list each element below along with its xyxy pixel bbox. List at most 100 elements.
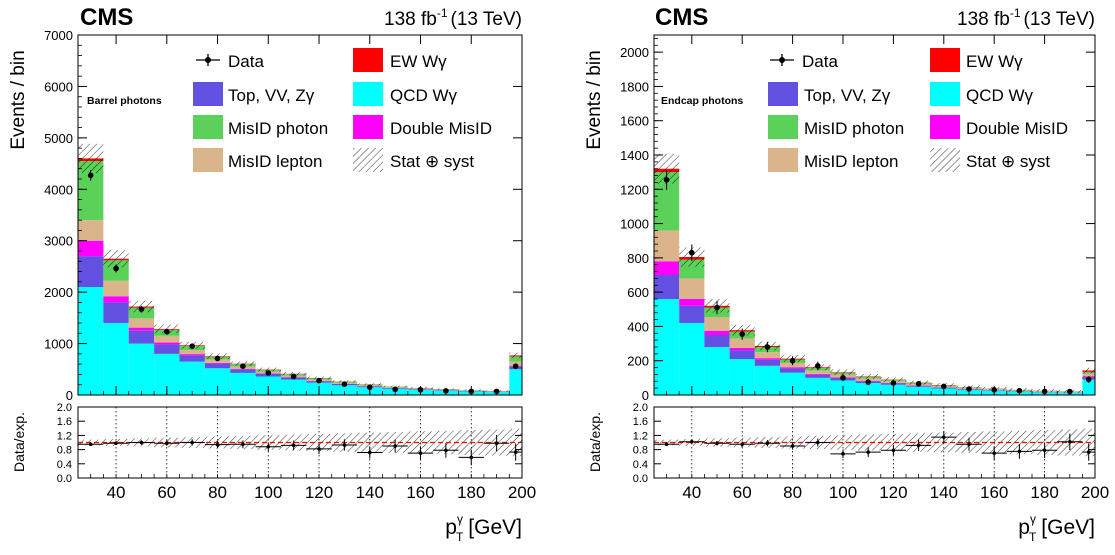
data-point bbox=[664, 177, 670, 183]
ratio-point bbox=[715, 441, 719, 445]
ratio-point bbox=[393, 444, 397, 448]
y-tick-label: 3000 bbox=[44, 234, 73, 249]
endcap-panel: CMS 138 fb-1(13 TeV) Events / bin Data/e… bbox=[584, 4, 1109, 544]
data-point bbox=[316, 378, 322, 384]
ratio-point bbox=[892, 449, 896, 453]
ratio-point bbox=[114, 441, 118, 445]
ratio-point bbox=[1068, 440, 1072, 444]
ratio-point bbox=[89, 442, 93, 446]
bar-misid-lepton bbox=[679, 278, 704, 299]
data-point bbox=[139, 306, 145, 312]
data-point bbox=[1086, 377, 1092, 383]
legend-label: EW Wγ bbox=[390, 52, 447, 71]
data-point bbox=[765, 344, 771, 350]
bar-double-misid bbox=[755, 358, 780, 360]
bar-double-misid bbox=[205, 363, 230, 364]
y-tick-label: 2000 bbox=[44, 285, 73, 300]
y-tick-label: 2000 bbox=[620, 45, 649, 60]
bar-misid-lepton bbox=[704, 317, 729, 331]
bar-misid-lepton bbox=[129, 318, 154, 327]
x-tick-label: 180 bbox=[457, 483, 485, 502]
x-tick-label: 160 bbox=[980, 483, 1008, 502]
ratio-point bbox=[1043, 449, 1047, 453]
bar-double-misid bbox=[780, 367, 805, 368]
ratio-y-tick-label: 0.0 bbox=[633, 473, 648, 485]
y-tick-label: 1000 bbox=[620, 217, 649, 232]
lumi-label: 138 fb-1(13 TeV) bbox=[384, 6, 522, 30]
legend-label: Top, VV, Zγ bbox=[804, 86, 891, 105]
bar-misid-lepton bbox=[1082, 374, 1095, 377]
bar-double-misid bbox=[78, 241, 103, 256]
cms-label: CMS bbox=[80, 4, 133, 31]
legend-entry-misid-lepton: MisID lepton bbox=[193, 148, 322, 172]
ratio-y-tick-label: 1.2 bbox=[633, 430, 648, 442]
legend-label: Double MisID bbox=[390, 119, 492, 138]
bar-top-vv-zgamma bbox=[704, 335, 729, 347]
bar-top-vv-zgamma bbox=[780, 368, 805, 372]
y-tick-label: 6000 bbox=[44, 79, 73, 94]
data-point bbox=[714, 305, 720, 311]
legend-entry-misid-lepton: MisID lepton bbox=[768, 148, 898, 172]
barrel-panel: CMS 138 fb-1(13 TeV) Events / bin Data/e… bbox=[8, 4, 536, 544]
legend-label: Stat ⊕ syst bbox=[966, 152, 1050, 171]
bar-misid-lepton bbox=[154, 336, 179, 343]
data-point bbox=[840, 375, 846, 381]
ratio-point bbox=[816, 441, 820, 445]
x-tick-label: 60 bbox=[733, 483, 752, 502]
x-tick-label: 140 bbox=[356, 483, 384, 502]
legend-label: MisID lepton bbox=[228, 152, 322, 171]
legend-entry-misid-photon: MisID photon bbox=[193, 115, 328, 139]
ratio-point bbox=[469, 456, 473, 460]
uncertainty-band bbox=[509, 353, 522, 359]
x-tick-label: 120 bbox=[879, 483, 907, 502]
y-tick-label: 0 bbox=[66, 388, 73, 403]
data-point bbox=[790, 358, 796, 364]
ratio-y-tick-label: 0.0 bbox=[57, 473, 72, 485]
ratio-point bbox=[140, 441, 144, 445]
y-axis-label: Events / bin bbox=[584, 50, 605, 149]
ratio-point bbox=[444, 449, 448, 453]
y-tick-label: 5000 bbox=[44, 131, 73, 146]
ratio-point bbox=[942, 435, 946, 439]
region-label: Barrel photons bbox=[87, 95, 162, 107]
ratio-point bbox=[766, 441, 770, 445]
data-point bbox=[815, 363, 821, 369]
ratio-point bbox=[216, 443, 220, 447]
bar-misid-lepton bbox=[103, 281, 128, 296]
ratio-point bbox=[190, 441, 194, 445]
legend-entry-qcd-wgamma: QCD Wγ bbox=[930, 82, 1034, 106]
y-tick-label: 4000 bbox=[44, 182, 73, 197]
data-point bbox=[265, 370, 271, 376]
bar-double-misid bbox=[805, 374, 830, 375]
bar-top-vv-zgamma bbox=[179, 355, 204, 361]
legend-label: Stat ⊕ syst bbox=[390, 152, 474, 171]
data-point bbox=[916, 381, 922, 387]
y-tick-label: 0 bbox=[642, 388, 649, 403]
bar-top-vv-zgamma bbox=[755, 360, 780, 366]
ratio-point bbox=[791, 444, 795, 448]
lumi-label: 138 fb-1(13 TeV) bbox=[957, 6, 1095, 30]
ratio-point bbox=[514, 450, 518, 454]
uncertainty-band bbox=[856, 374, 881, 379]
data-point bbox=[88, 173, 94, 179]
bar-qcd-wgamma bbox=[78, 287, 103, 395]
data-point bbox=[291, 374, 297, 380]
x-tick-label: 40 bbox=[107, 483, 126, 502]
bar-top-vv-zgamma bbox=[154, 345, 179, 354]
bar-qcd-wgamma bbox=[679, 323, 704, 395]
data-point bbox=[113, 266, 119, 272]
y-axis-label: Events / bin bbox=[8, 50, 29, 149]
ratio-y-tick-label: 0.4 bbox=[633, 459, 648, 471]
legend-label: QCD Wγ bbox=[390, 86, 458, 105]
y-tick-label: 800 bbox=[627, 251, 649, 266]
y-tick-label: 1200 bbox=[620, 182, 649, 197]
bar-top-vv-zgamma bbox=[805, 375, 830, 378]
ratio-y-tick-label: 0.4 bbox=[57, 459, 72, 471]
data-point bbox=[164, 329, 170, 335]
ratio-point bbox=[690, 440, 694, 444]
legend-label: QCD Wγ bbox=[966, 86, 1034, 105]
